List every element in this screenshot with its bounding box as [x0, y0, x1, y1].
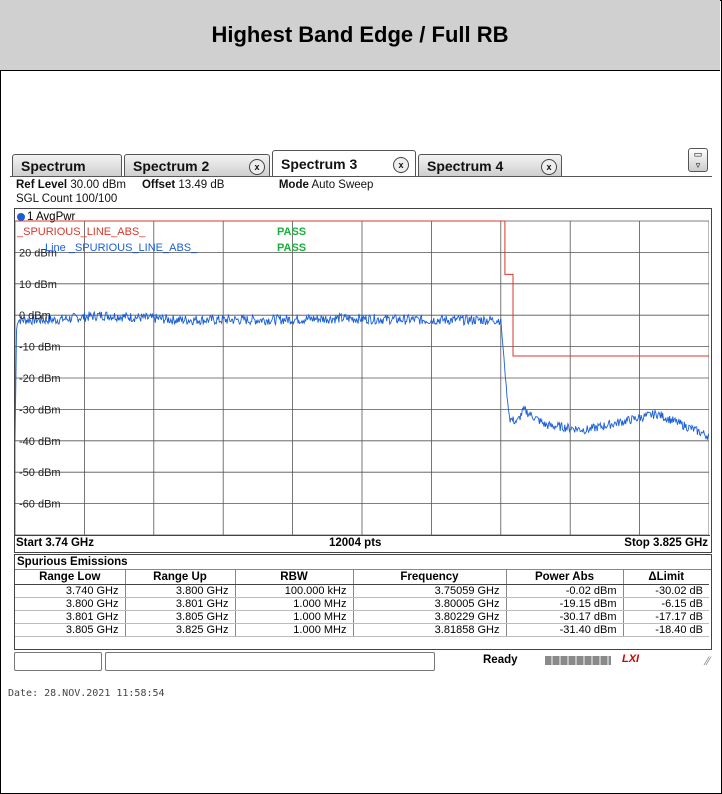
tab-bar: Spectrum Spectrum 2 x Spectrum 3 x Spect… — [10, 142, 712, 177]
y-tick-label: -60 dBm — [19, 499, 61, 511]
settings-bar: Ref Level 30.00 dBm Offset 13.49 dB Mode… — [10, 178, 712, 206]
spurious-emissions-table: Spurious Emissions Range Low Range Up RB… — [14, 554, 712, 650]
table-header-row: Range Low Range Up RBW Frequency Power A… — [15, 570, 709, 585]
table-row[interactable]: 3.805 GHz 3.825 GHz 1.000 MHz 3.81858 GH… — [15, 623, 709, 637]
resize-grip-icon[interactable]: ⁄⁄ — [705, 654, 710, 668]
sweep-points: 12004 pts — [329, 537, 382, 549]
limit-pass-status: PASS — [277, 226, 306, 238]
spurious-title: Spurious Emissions — [15, 555, 711, 570]
start-frequency: Start 3.74 GHz — [16, 537, 94, 549]
tab-spectrum-3[interactable]: Spectrum 3 x — [272, 150, 416, 177]
capture-date: Date: 28.NOV.2021 11:58:54 — [8, 688, 165, 699]
close-icon[interactable]: x — [393, 157, 409, 173]
table-cell: 1.000 MHz — [235, 597, 354, 611]
column-header: Range Low — [15, 570, 126, 585]
mode-value: Auto Sweep — [311, 179, 374, 191]
y-tick-label: 20 dBm — [19, 247, 57, 259]
table-cell: 3.800 GHz — [15, 597, 126, 611]
table-cell: -19.15 dBm — [506, 597, 624, 611]
ready-status: Ready — [483, 654, 518, 666]
close-icon[interactable]: x — [249, 159, 265, 175]
table-cell: 100.000 kHz — [235, 584, 354, 598]
y-tick-label: -30 dBm — [19, 404, 61, 416]
table-cell: 3.75059 GHz — [353, 584, 507, 598]
spectrum-plot[interactable]: 1 AvgPwr 20 dBm 10 dBm 0 dBm -10 dBm -20 dBm… — [14, 208, 712, 553]
tab-label: Spectrum 3 — [281, 156, 358, 172]
settings-line: Ref Level 30.00 dBm Offset 13.49 dB Mode… — [16, 179, 373, 191]
tab-divider — [10, 176, 712, 177]
spurious-grid: Range Low Range Up RBW Frequency Power A… — [15, 570, 709, 637]
table-cell: 3.805 GHz — [125, 610, 236, 624]
mode-label: Mode — [278, 179, 309, 191]
sgl-count: SGL Count 100/100 — [16, 193, 118, 205]
spectrum-chart: 20 dBm 10 dBm 0 dBm -10 dBm -20 dBm -30 dBm -4… — [15, 220, 709, 535]
y-tick-label: -20 dBm — [19, 373, 61, 385]
table-cell: 1.000 MHz — [235, 623, 354, 637]
table-row[interactable]: 3.740 GHz 3.800 GHz 100.000 kHz 3.75059 … — [15, 584, 709, 598]
status-field-left[interactable] — [14, 652, 102, 671]
table-row[interactable]: 3.800 GHz 3.801 GHz 1.000 MHz 3.80005 GH… — [15, 597, 709, 611]
page-header: Highest Band Edge / Full RB — [0, 0, 720, 71]
table-cell: 3.740 GHz — [15, 584, 126, 598]
table-cell: 1.000 MHz — [235, 610, 354, 624]
stop-frequency: Stop 3.825 GHz — [624, 537, 708, 549]
tab-spectrum-2[interactable]: Spectrum 2 x — [124, 154, 270, 176]
table-cell: 3.801 GHz — [125, 597, 236, 611]
table-cell: 3.801 GHz — [15, 610, 126, 624]
trace-dot-icon — [17, 212, 25, 221]
limit-line-name: _SPURIOUS_LINE_ABS_ — [16, 226, 146, 238]
sweep-progress-bar — [545, 656, 611, 665]
analyzer-screenshot: Spectrum Spectrum 2 x Spectrum 3 x Spect… — [10, 142, 712, 671]
table-cell: -30.02 dB — [623, 584, 709, 598]
y-tick-label: -50 dBm — [19, 467, 61, 479]
close-icon[interactable]: x — [541, 159, 557, 175]
table-cell: 3.825 GHz — [125, 623, 236, 637]
table-cell: 3.805 GHz — [15, 623, 126, 637]
tab-spectrum[interactable]: Spectrum — [12, 154, 122, 176]
column-header: Frequency — [353, 570, 507, 585]
tab-label: Spectrum 4 — [427, 158, 504, 174]
table-cell: 3.81858 GHz — [353, 623, 507, 637]
y-tick-label: -40 dBm — [19, 436, 61, 448]
x-axis-info: Start 3.74 GHz 12004 pts Stop 3.825 GHz — [14, 535, 710, 551]
tab-label: Spectrum — [21, 158, 86, 174]
column-header: Power Abs — [506, 570, 624, 585]
status-bar: Ready LXI ⁄⁄ — [10, 650, 712, 672]
tab-spectrum-4[interactable]: Spectrum 4 x — [418, 154, 562, 176]
limit-pass-status: PASS — [277, 242, 306, 254]
ref-level-value: 30.00 dBm — [70, 179, 126, 191]
table-cell: -31.40 dBm — [506, 623, 624, 637]
limit-line-name: Line _SPURIOUS_LINE_ABS_ — [45, 242, 198, 254]
column-header: ΔLimit — [623, 570, 709, 585]
page-title: Highest Band Edge / Full RB — [211, 22, 509, 47]
table-cell: 3.80229 GHz — [353, 610, 507, 624]
menu-dropdown-icon[interactable]: ▭ ▿ — [688, 148, 708, 172]
table-cell: -17.17 dB — [623, 610, 709, 624]
lxi-logo: LXI — [622, 653, 640, 665]
trace-name: 1 AvgPwr — [27, 211, 76, 223]
trace-label: 1 AvgPwr — [17, 211, 75, 223]
table-cell: 3.80005 GHz — [353, 597, 507, 611]
offset-label: Offset — [141, 179, 176, 191]
table-cell: -18.40 dB — [623, 623, 709, 637]
y-tick-label: 0 dBm — [19, 310, 51, 322]
y-tick-label: -10 dBm — [19, 342, 61, 354]
table-cell: -30.17 dBm — [506, 610, 624, 624]
table-cell: -6.15 dB — [623, 597, 709, 611]
trace-line — [15, 310, 709, 441]
column-header: Range Up — [125, 570, 236, 585]
status-field-message[interactable] — [105, 652, 435, 671]
table-row[interactable]: 3.801 GHz 3.805 GHz 1.000 MHz 3.80229 GH… — [15, 610, 709, 624]
table-cell: 3.800 GHz — [125, 584, 236, 598]
offset-value: 13.49 dB — [178, 179, 225, 191]
column-header: RBW — [235, 570, 354, 585]
ref-level-label: Ref Level — [16, 179, 68, 191]
y-tick-label: 10 dBm — [19, 279, 57, 291]
table-cell: -0.02 dBm — [506, 584, 624, 598]
tab-label: Spectrum 2 — [133, 158, 210, 174]
limit-line — [15, 220, 709, 357]
